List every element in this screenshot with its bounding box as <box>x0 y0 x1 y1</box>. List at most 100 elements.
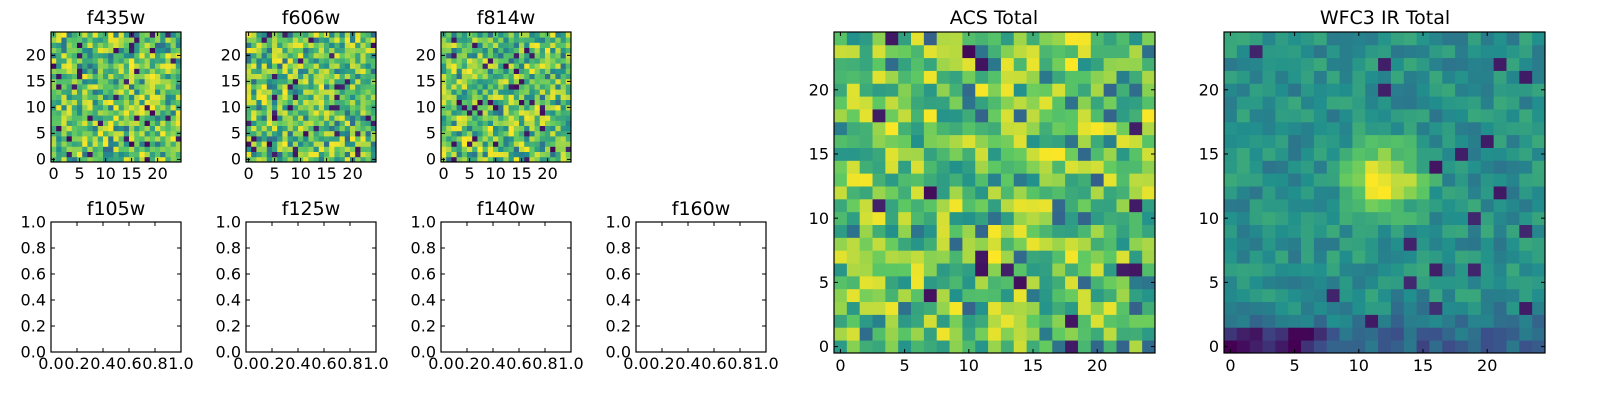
heatmap-cell <box>487 146 494 152</box>
heatmap-cell <box>77 115 83 121</box>
heatmap-cell <box>324 37 330 43</box>
heatmap-cell <box>82 78 88 85</box>
heatmap-cell <box>534 47 541 54</box>
heatmap-cell <box>1378 237 1392 251</box>
heatmap-cell <box>508 37 515 43</box>
heatmap-cell <box>66 37 73 43</box>
heatmap-cell <box>87 94 93 100</box>
heatmap-cell <box>123 32 130 38</box>
heatmap-cell <box>1301 314 1315 328</box>
heatmap-cell <box>272 146 278 152</box>
y-tick-label: 1.0 <box>606 212 631 231</box>
heatmap-cell <box>451 84 457 90</box>
heatmap-cell <box>1429 121 1443 136</box>
heatmap-cell <box>261 73 268 80</box>
heatmap-cell <box>923 96 938 110</box>
heatmap-cell <box>1052 288 1066 303</box>
heatmap-cell <box>519 42 525 48</box>
heatmap-cell <box>846 224 861 238</box>
heatmap-cell <box>170 63 177 69</box>
heatmap-cell <box>1236 134 1251 148</box>
heatmap-cell <box>1065 186 1079 200</box>
heatmap-cell <box>859 32 873 46</box>
heatmap-cell <box>524 73 530 80</box>
heatmap-cell <box>461 78 468 85</box>
heatmap-cell <box>1532 288 1546 303</box>
heatmap-cell <box>1090 134 1105 148</box>
y-tick-label: 0 <box>36 150 46 169</box>
heatmap-cell <box>456 110 463 116</box>
heatmap-cell <box>71 68 78 74</box>
heatmap-cell <box>1013 32 1027 46</box>
heatmap-cell <box>360 37 366 43</box>
heatmap-cell <box>313 104 320 111</box>
heatmap-cell <box>329 63 335 69</box>
heatmap-cell <box>334 104 340 111</box>
heatmap-cell <box>1403 96 1417 110</box>
heatmap-cell <box>975 109 989 123</box>
heatmap-cell <box>282 120 288 126</box>
heatmap-cell <box>555 42 561 48</box>
heatmap-cell <box>51 84 57 90</box>
heatmap-cell <box>539 125 546 132</box>
heatmap-cell <box>82 110 88 116</box>
heatmap-cell <box>1467 211 1482 225</box>
heatmap-cell <box>524 136 530 142</box>
heatmap-cell <box>461 94 468 100</box>
heatmap-cell <box>846 70 861 84</box>
heatmap-cell <box>1065 275 1079 290</box>
heatmap-cell <box>246 146 252 152</box>
heatmap-cell <box>962 109 976 123</box>
heatmap-cell <box>441 94 447 100</box>
heatmap-cell <box>277 78 283 85</box>
heatmap-cell <box>1339 237 1353 251</box>
heatmap-cell <box>282 110 288 116</box>
heatmap-cell <box>962 57 976 71</box>
heatmap-cell <box>66 84 73 90</box>
heatmap-cell <box>1026 121 1040 136</box>
heatmap-cell <box>1416 340 1430 354</box>
heatmap-cell <box>149 63 156 69</box>
heatmap-cell <box>493 136 499 142</box>
heatmap-cell <box>988 340 1002 354</box>
heatmap-cell <box>451 58 457 64</box>
heatmap-cell <box>256 115 262 121</box>
heatmap-cell <box>1455 314 1469 328</box>
heatmap-cell <box>251 94 257 100</box>
heatmap-cell <box>272 89 278 95</box>
heatmap-cell <box>461 42 468 48</box>
heatmap-cell <box>355 68 361 74</box>
heatmap-cell <box>513 78 520 85</box>
heatmap-cell <box>1480 186 1495 200</box>
heatmap-cell <box>246 110 252 116</box>
heatmap-cell <box>165 58 171 64</box>
heatmap-cell <box>975 237 989 251</box>
heatmap-cell <box>936 275 950 290</box>
heatmap-cell <box>360 110 366 116</box>
heatmap-cell <box>1116 275 1130 290</box>
heatmap-cell <box>834 224 848 238</box>
heatmap-cell <box>508 110 515 116</box>
heatmap-cell <box>1403 224 1417 238</box>
heatmap-cell <box>118 104 125 111</box>
heatmap-cell <box>988 250 1002 264</box>
heatmap-cell <box>370 110 377 116</box>
heatmap-cell <box>1052 160 1066 174</box>
heatmap-cell <box>1129 314 1143 328</box>
heatmap-cell <box>1519 288 1533 303</box>
heatmap-cell <box>87 141 93 147</box>
heatmap-cell <box>123 99 130 106</box>
axes-frame-f140w <box>440 221 572 353</box>
heatmap-cell <box>885 173 899 187</box>
heatmap-cell <box>51 58 57 64</box>
heatmap-cell <box>1065 83 1079 97</box>
heatmap-cell <box>1519 83 1533 97</box>
heatmap-cell <box>51 110 57 116</box>
axes-frame-f105w <box>50 221 182 353</box>
heatmap-cell <box>261 94 268 100</box>
heatmap-cell <box>1416 288 1430 303</box>
heatmap-cell <box>344 32 351 38</box>
heatmap-cell <box>1365 32 1379 46</box>
heatmap-cell <box>482 115 489 121</box>
heatmap-cell <box>108 32 114 38</box>
